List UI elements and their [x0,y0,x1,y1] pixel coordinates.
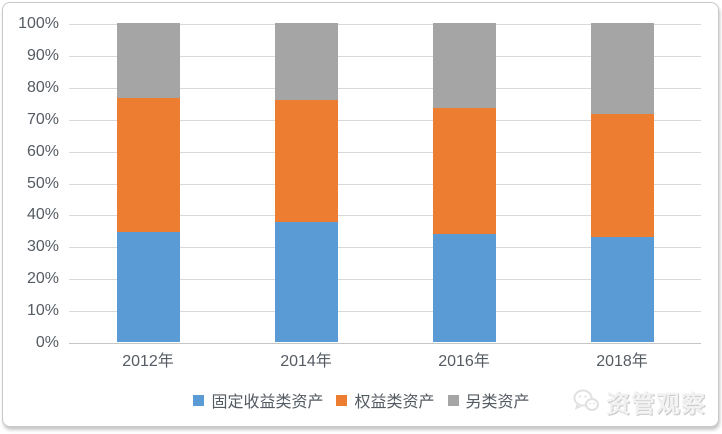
bar-2018年 [590,23,654,342]
bar-segment [274,222,338,342]
bar-segment [274,23,338,100]
legend-swatch [336,394,348,406]
legend-swatch [447,394,459,406]
bar-segment [116,97,180,232]
gridline [69,343,701,344]
bar-segment [116,23,180,98]
y-tick-label: 20% [26,270,59,288]
bar-segment [590,236,654,342]
legend-label: 固定收益类资产 [211,394,324,411]
y-tick-label: 50% [26,174,59,192]
wechat-icon [573,389,599,411]
legend-swatch [193,394,205,406]
gridline [69,311,701,313]
x-tick-label: 2014年 [280,353,332,370]
gridline [69,24,701,25]
gridline [69,183,701,185]
watermark-text: 资管观察 [606,390,706,418]
y-tick-label: 10% [26,302,59,320]
legend-item: 权益类资产 [336,388,435,412]
gridline [69,215,701,217]
gridline [69,55,701,57]
y-tick-label: 90% [26,46,59,64]
y-tick-label: 30% [26,238,59,256]
bar-segment [590,23,654,114]
gridline [69,151,701,153]
legend-item: 固定收益类资产 [193,388,323,412]
watermark: 资管观察 [572,383,706,419]
legend: 固定收益类资产 权益类资产 另类资产 [3,389,720,411]
y-tick-label: 70% [26,110,59,128]
gridline [69,279,701,281]
gridline [69,247,701,249]
y-tick-label: 40% [26,206,59,224]
bar-segment [116,231,180,342]
x-tick-label: 2012年 [122,353,174,370]
gridline [69,87,701,89]
x-tick-label: 2016年 [438,353,490,370]
legend-label: 权益类资产 [354,394,435,411]
legend-item: 另类资产 [447,388,530,412]
gridline [69,119,701,121]
bar-segment [432,23,496,108]
bar-2014年 [274,23,338,342]
y-tick-label: 80% [26,78,59,96]
y-tick-label: 100% [18,15,59,32]
bar-segment [590,113,654,237]
bar-segment [274,99,338,223]
y-tick-label: 0% [35,334,59,351]
x-tick-label: 2018年 [596,353,648,370]
chart-card: 0% 10% 20% 30% 40% 50% 60% 70% 80% 90% 100% 2012年 2… [2,2,719,427]
bar-2012年 [116,23,180,342]
plot-area [69,23,701,344]
bar-2016年 [432,23,496,342]
y-tick-label: 60% [26,142,59,160]
legend-label: 另类资产 [465,394,530,411]
bar-segment [432,107,496,234]
bar-segment [432,233,496,342]
